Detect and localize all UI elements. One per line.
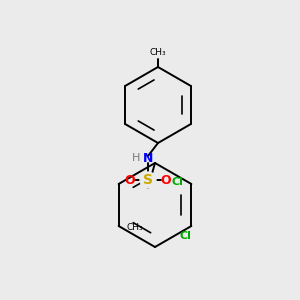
Text: O: O xyxy=(161,173,171,187)
Text: CH₃: CH₃ xyxy=(150,48,166,57)
Text: N: N xyxy=(143,152,153,164)
Circle shape xyxy=(140,172,156,188)
Text: S: S xyxy=(143,173,153,187)
Text: Cl: Cl xyxy=(171,177,183,187)
Text: CH₃: CH₃ xyxy=(126,224,143,232)
Text: O: O xyxy=(125,173,135,187)
Text: H: H xyxy=(132,153,140,163)
Text: Cl: Cl xyxy=(179,231,191,241)
